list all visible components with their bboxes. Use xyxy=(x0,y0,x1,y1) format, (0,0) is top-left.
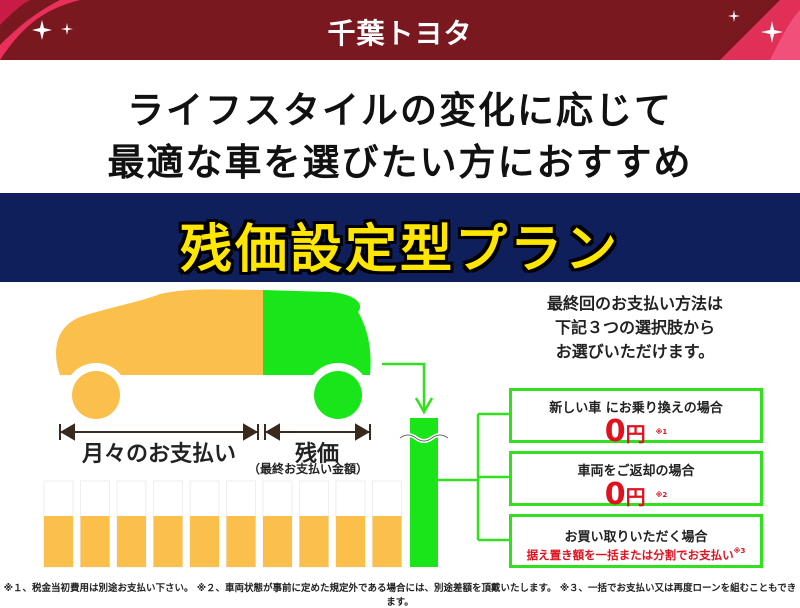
option-return: 車両をご返却の場合 0円 ※2 xyxy=(509,451,763,511)
plan-title: 残価設定型プラン xyxy=(179,220,620,280)
headline-line2: 最適な車を選びたい方におすすめ xyxy=(107,141,693,184)
option-buyout: お買い取りいただく場合 据え置き額を一括または分割でお支払い※3 xyxy=(509,514,763,568)
monthly-payment-bar xyxy=(299,516,329,567)
residual-sublabel: （最終お支払い金額） xyxy=(248,462,369,476)
connector-lines xyxy=(382,362,510,542)
intro-line: 最終回のお支払い方法は xyxy=(546,294,723,313)
residual-label: 残価 xyxy=(295,442,340,467)
rear-wheel xyxy=(314,371,362,419)
option-amount: 0 xyxy=(604,477,626,512)
monthly-payment-bar xyxy=(372,516,402,567)
option-trade-in: 新しい車 にお乗り換えの場合 0円 ※1 xyxy=(509,388,763,448)
options-intro: 最終回のお支払い方法は 下記３つの選択肢から お選びいただけます。 xyxy=(500,292,770,364)
car-illustration xyxy=(56,289,371,427)
footnote-ref: ※2 xyxy=(655,491,668,499)
option-title: お買い取りいただく場合 xyxy=(564,530,708,545)
decorative-swoosh xyxy=(0,0,800,60)
monthly-payment-bar xyxy=(117,516,146,567)
monthly-payment-bar xyxy=(190,516,219,567)
chiba-toyota-logo: 千葉トヨタ xyxy=(327,17,473,50)
car-monthly-part xyxy=(56,289,264,375)
currency-unit: 円 xyxy=(625,422,646,446)
monthly-payment-bar xyxy=(336,516,365,567)
option-detail: 据え置き額を一括または分割でお支払い xyxy=(526,548,734,562)
monthly-payment-bar xyxy=(226,516,256,567)
front-wheel xyxy=(72,371,120,419)
monthly-payment-label: 月々のお支払い xyxy=(82,442,237,467)
intro-line: 下記３つの選択肢から xyxy=(554,318,715,337)
option-title: 車両をご返却の場合 xyxy=(577,464,695,479)
footnote-ref: ※1 xyxy=(655,428,668,436)
option-title: 新しい車 にお乗り換えの場合 xyxy=(549,401,723,416)
monthly-payment-bar xyxy=(153,516,183,567)
monthly-payment-bar xyxy=(80,516,110,567)
headline-line1: ライフスタイルの変化に応じて xyxy=(127,89,673,132)
currency-unit: 円 xyxy=(625,485,646,509)
footnote-ref: ※3 xyxy=(733,547,746,555)
car-residual-part xyxy=(263,290,371,375)
footnote: ※１、税金当初費用は別途お支払い下さい。 ※２、車両状態が事前に定めた規定外であ… xyxy=(3,583,797,608)
plan-diagram xyxy=(43,289,510,568)
plan-banner: 残価設定型プラン xyxy=(0,193,800,282)
header-banner: 千葉トヨタ xyxy=(0,0,800,60)
option-amount: 0 xyxy=(604,414,626,449)
intro-line: お選びいただけます。 xyxy=(555,342,715,361)
monthly-payment-bar xyxy=(263,516,292,567)
span-arrows xyxy=(59,423,371,441)
monthly-payment-bar xyxy=(44,516,73,567)
